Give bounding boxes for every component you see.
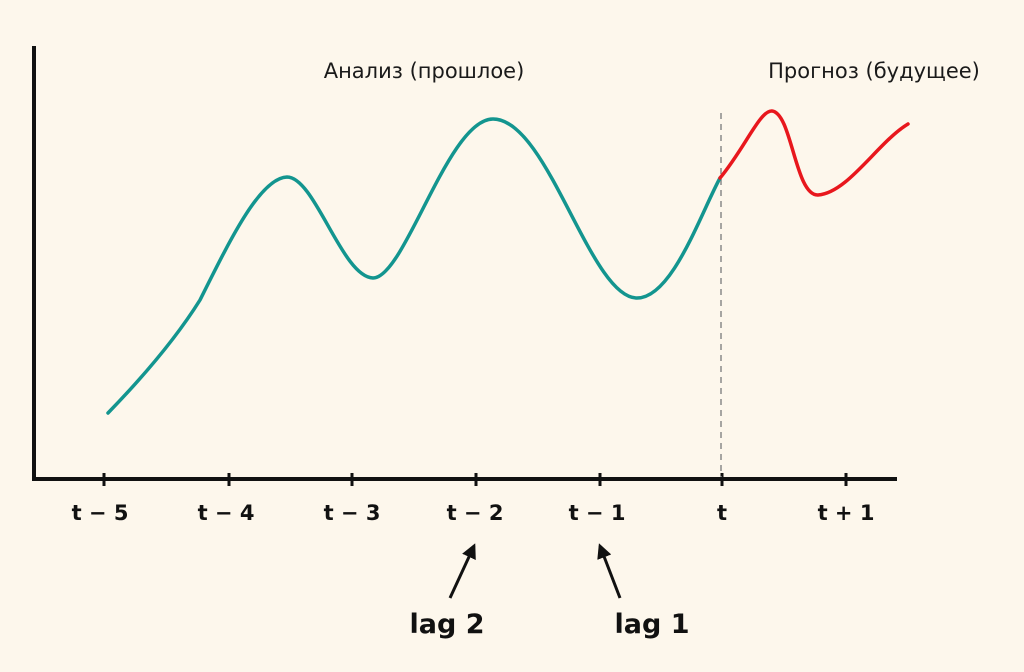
lag-1-arrow <box>597 543 622 599</box>
past-region-label: Анализ (прошлое) <box>324 59 525 83</box>
tick-label: t + 1 <box>818 501 875 525</box>
lag-1-label: lag 1 <box>615 609 690 640</box>
lag-2-label: lag 2 <box>410 609 485 640</box>
tick-label: t <box>717 501 727 525</box>
tick-label: t − 3 <box>324 501 381 525</box>
lag-2-arrow <box>448 543 476 599</box>
forecast-region-label: Прогноз (будущее) <box>768 59 980 83</box>
tick-label: t − 1 <box>569 501 626 525</box>
tick-label: t − 2 <box>447 501 504 525</box>
past-curve <box>106 117 722 415</box>
tick-label: t − 4 <box>198 501 255 525</box>
forecast-curve <box>718 109 910 197</box>
tick-label: t − 5 <box>72 501 129 525</box>
